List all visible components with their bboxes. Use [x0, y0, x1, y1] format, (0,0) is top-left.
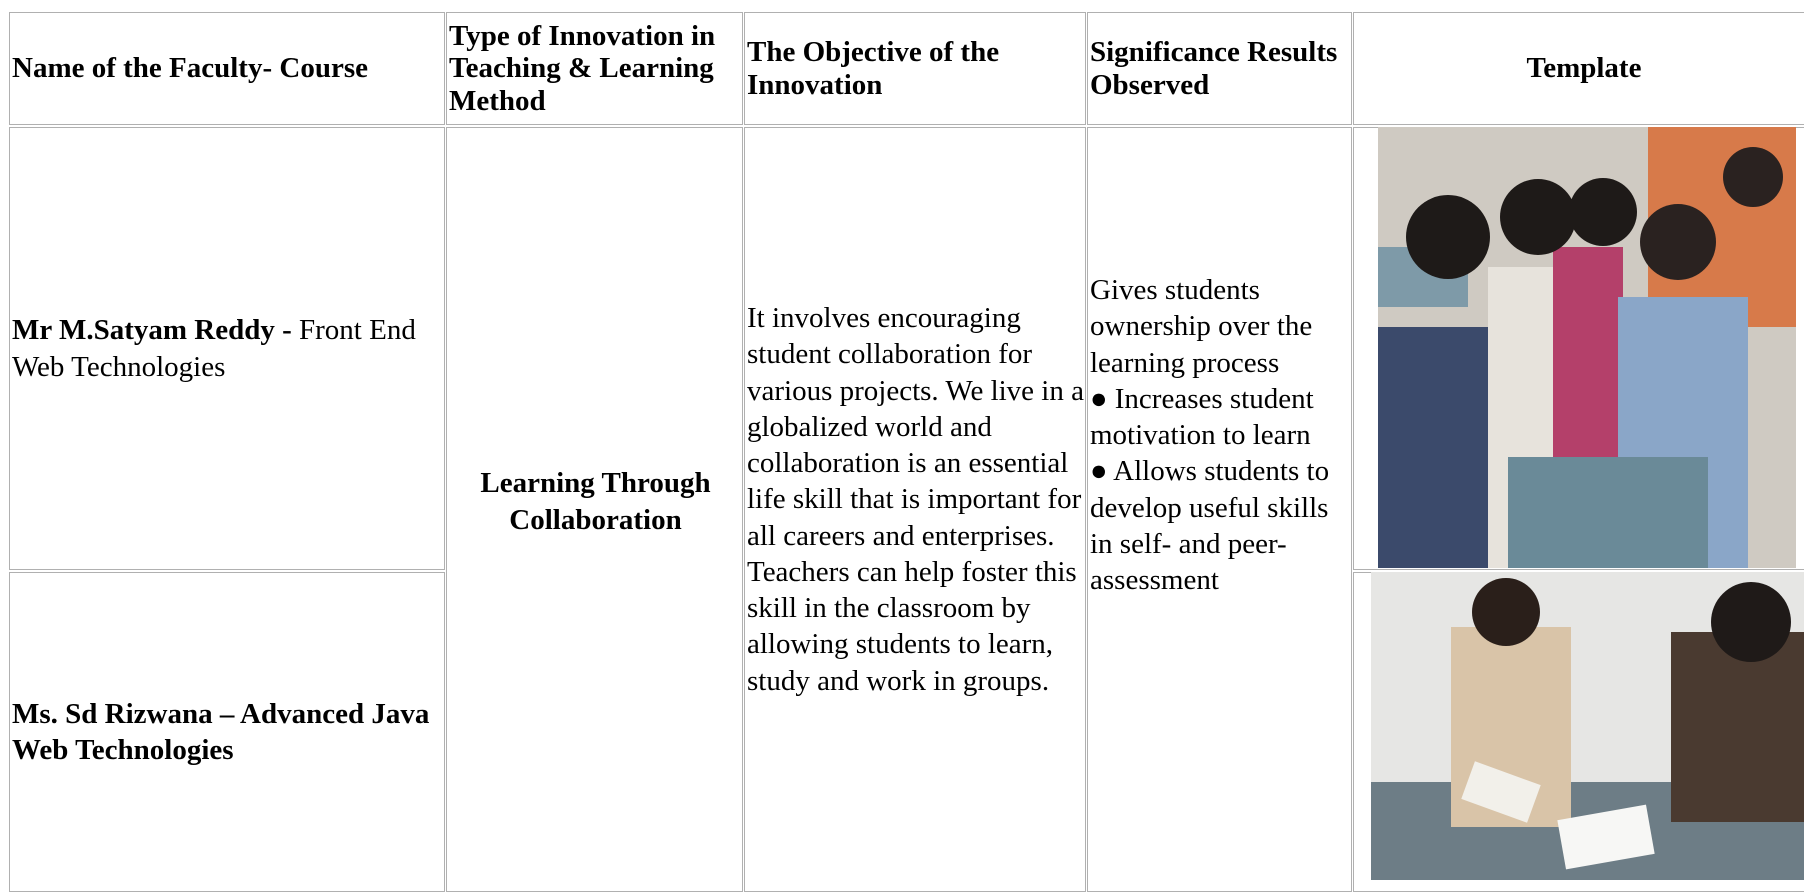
notebook [1557, 804, 1655, 870]
header-text: Type of Innovation in Teaching & Learnin… [449, 19, 716, 117]
head [1711, 582, 1791, 662]
head [1569, 178, 1637, 246]
header-cell: Name of the Faculty- Course [9, 12, 445, 125]
significance-cell: Gives students ownership over the learni… [1087, 127, 1352, 892]
objective-cell: It involves encouraging student collabor… [744, 127, 1086, 892]
header-text: Template [1526, 52, 1642, 85]
notebook [1461, 761, 1541, 823]
header-text: The Objective of the Innovation [747, 36, 1000, 101]
photo-students-writing [1371, 572, 1804, 880]
faculty-name: Mr M.Satyam Reddy - [12, 314, 300, 347]
head [1472, 578, 1540, 646]
photo-students-group [1378, 127, 1796, 568]
head [1406, 195, 1490, 279]
faculty-text: Mr M.Satyam Reddy - Front End Web Techno… [12, 312, 444, 385]
header-cell: Template [1353, 12, 1804, 125]
header-cell: Significance Results Observed [1087, 12, 1352, 125]
head [1500, 179, 1576, 255]
significance-item: ● Allows students to develop useful skil… [1090, 455, 1330, 596]
dress [1671, 632, 1804, 822]
desk [1508, 457, 1708, 568]
head [1640, 204, 1716, 280]
method-text: Learning Through Collaboration [480, 467, 711, 536]
significance-item: Gives students ownership over the learni… [1090, 274, 1313, 379]
shirt [1378, 327, 1498, 568]
header-text: Significance Results Observed [1090, 36, 1338, 101]
significance-list: Gives students ownership over the learni… [1090, 272, 1351, 598]
header-cell: Type of Innovation in Teaching & Learnin… [446, 12, 743, 125]
head [1723, 147, 1783, 207]
faculty-name: Ms. Sd Rizwana – Advanced Java Web Techn… [12, 697, 430, 766]
significance-item: ● Increases student motivation to learn [1090, 382, 1314, 451]
method-cell: Learning Through Collaboration [446, 127, 743, 892]
course-name: Front End Web Technologies [12, 314, 416, 383]
faculty-cell: Ms. Sd Rizwana – Advanced Java Web Techn… [9, 572, 445, 892]
header-text: Name of the Faculty- Course [12, 52, 368, 85]
faculty-cell: Mr M.Satyam Reddy - Front End Web Techno… [9, 127, 445, 570]
header-cell: The Objective of the Innovation [744, 12, 1086, 125]
objective-text: It involves encouraging student collabor… [747, 302, 1084, 697]
